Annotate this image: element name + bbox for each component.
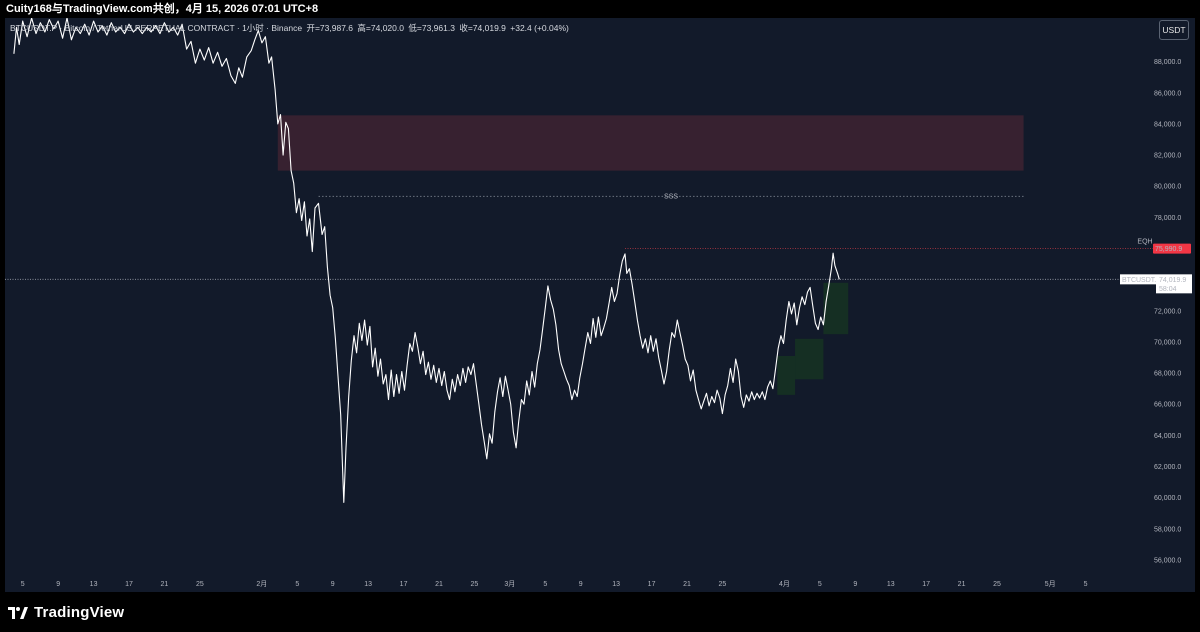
demand-zone[interactable] — [823, 282, 849, 335]
y-tick-label: 66,000.0 — [1154, 402, 1181, 409]
x-tick-label: 9 — [579, 581, 583, 588]
x-tick-label: 17 — [648, 581, 656, 588]
y-tick-label: 62,000.0 — [1154, 464, 1181, 471]
symbol-legend: BTCUSDT.P · Bitcoin / TetherUS PERPETUAL… — [10, 22, 569, 34]
x-tick-label: 21 — [161, 581, 169, 588]
x-tick-label: 17 — [922, 581, 930, 588]
x-tick-label: 25 — [719, 581, 727, 588]
last-price-tag — [1156, 274, 1192, 294]
close-label: 收 — [459, 23, 468, 33]
supply-zone[interactable] — [277, 115, 1024, 171]
y-tick-label: 84,000.0 — [1154, 121, 1181, 128]
y-tick-label: 82,000.0 — [1154, 153, 1181, 160]
footer-bar — [0, 592, 1200, 632]
demand-zone[interactable] — [795, 338, 824, 380]
top-bar: Cuity168与TradingView.com共创，4月 15, 2026 0… — [0, 0, 1200, 18]
x-tick-label: 13 — [364, 581, 372, 588]
high-label: 高 — [357, 23, 366, 33]
symbol-line[interactable]: BTCUSDT.P · Bitcoin / TetherUS PERPETUAL… — [10, 23, 303, 33]
x-tick-label: 5 — [21, 581, 25, 588]
x-tick-label: 5 — [295, 581, 299, 588]
eqh-price-tag — [1153, 243, 1191, 254]
x-tick-label: 5 — [543, 581, 547, 588]
x-tick-label: 13 — [612, 581, 620, 588]
header-title: Cuity168与TradingView.com共创，4月 15, 2026 0… — [6, 3, 319, 15]
x-tick-label: 4月 — [779, 580, 790, 588]
brand-name: TradingView — [34, 604, 125, 621]
x-tick-label: 5月 — [1045, 580, 1056, 588]
open-value: =73,987.6 — [314, 23, 354, 33]
y-tick-label: 58,000.0 — [1154, 526, 1181, 533]
eqh-price-label: 75,990.9 — [1155, 246, 1182, 253]
x-tick-label: 9 — [331, 581, 335, 588]
change-value: +32.4 (+0.04%) — [510, 23, 569, 33]
y-tick-label: 68,000.0 — [1154, 371, 1181, 378]
x-tick-label: 25 — [471, 581, 479, 588]
countdown-label: 58:04 — [1159, 286, 1177, 293]
x-tick-label: 21 — [958, 581, 966, 588]
y-tick-label: 64,000.0 — [1154, 433, 1181, 440]
demand-zone[interactable] — [777, 355, 796, 395]
y-tick-label: 80,000.0 — [1154, 184, 1181, 191]
y-tick-label: 56,000.0 — [1154, 557, 1181, 564]
sss-label: SSS — [664, 193, 678, 200]
x-tick-label: 17 — [400, 581, 408, 588]
x-tick-label: 3月 — [504, 580, 515, 588]
x-tick-label: 5 — [1084, 581, 1088, 588]
x-tick-label: 13 — [90, 581, 98, 588]
y-tick-label: 72,000.0 — [1154, 308, 1181, 315]
y-tick-label: 78,000.0 — [1154, 215, 1181, 222]
high-value: =74,020.0 — [365, 23, 404, 33]
chart-panel[interactable]: SSS EQH 75,990.9 BTCUSDT.P 74,019.9 58:04 88,0… — [5, 18, 1195, 592]
x-tick-label: 9 — [56, 581, 60, 588]
tradingview-brand[interactable]: TradingView — [8, 604, 124, 621]
symbol-tag-label: BTCUSDT.P — [1122, 277, 1161, 284]
x-tick-label: 2月 — [256, 580, 267, 588]
x-tick-label: 13 — [887, 581, 895, 588]
y-tick-label: 88,000.0 — [1154, 59, 1181, 66]
x-tick-label: 21 — [435, 581, 443, 588]
tradingview-logo-icon — [8, 606, 28, 619]
x-tick-label: 9 — [853, 581, 857, 588]
x-tick-label: 25 — [993, 581, 1001, 588]
x-tick-label: 17 — [125, 581, 133, 588]
low-label: 低 — [408, 23, 417, 33]
close-value: =74,019.9 — [467, 23, 506, 33]
open-label: 开 — [306, 23, 315, 33]
x-tick-label: 5 — [818, 581, 822, 588]
y-tick-label: 70,000.0 — [1154, 339, 1181, 346]
currency-button[interactable]: USDT — [1159, 20, 1189, 40]
price-series-line[interactable] — [13, 18, 840, 503]
symbol-tag — [1120, 274, 1156, 285]
eqh-label: EQH — [1137, 239, 1152, 246]
y-tick-label: 86,000.0 — [1154, 90, 1181, 97]
x-tick-label: 21 — [683, 581, 691, 588]
x-tick-label: 25 — [196, 581, 204, 588]
y-tick-label: 60,000.0 — [1154, 495, 1181, 502]
low-value: =73,961.3 — [416, 23, 455, 33]
last-price-label: 74,019.9 — [1159, 277, 1186, 284]
